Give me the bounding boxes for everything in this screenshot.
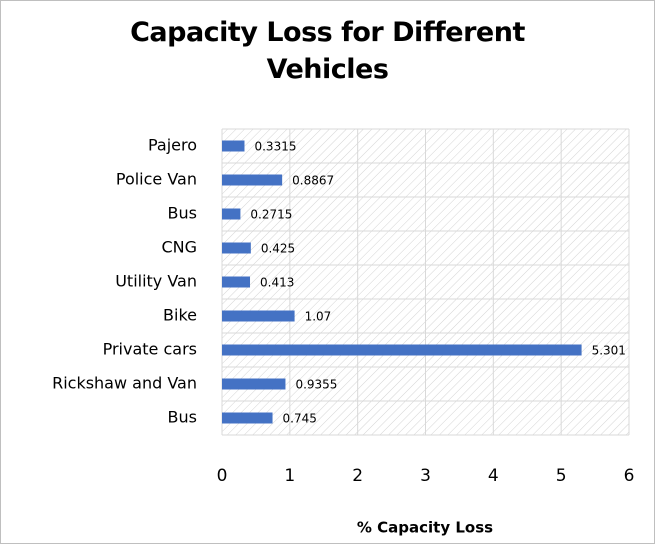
bar — [222, 412, 273, 424]
bar — [222, 174, 283, 186]
bar — [222, 276, 251, 288]
x-tick-label: 1 — [284, 466, 295, 486]
y-tick-label: Bus — [168, 408, 197, 427]
data-label: 0.413 — [260, 276, 294, 290]
y-tick-label: Police Van — [116, 170, 197, 189]
bar — [222, 378, 286, 390]
chart-title: Capacity Loss for Different Vehicles — [130, 17, 525, 85]
data-label: 5.301 — [592, 344, 626, 358]
bar — [222, 208, 241, 220]
y-tick-label: CNG — [161, 238, 197, 257]
x-tick-label: 3 — [420, 466, 431, 486]
x-tick-label: 6 — [624, 466, 635, 486]
x-tick-label: 5 — [556, 466, 567, 486]
data-label: 0.425 — [261, 242, 295, 256]
data-label: 0.8867 — [292, 174, 334, 188]
data-label: 1.07 — [305, 310, 332, 324]
y-tick-label: Bike — [163, 306, 197, 325]
y-tick-label: Private cars — [103, 340, 197, 359]
x-tick-label: 4 — [488, 466, 499, 486]
x-tick-label: 2 — [352, 466, 363, 486]
bar — [222, 242, 251, 254]
x-axis-title: % Capacity Loss — [357, 519, 493, 537]
x-tick-label: 0 — [217, 466, 228, 486]
bar — [222, 344, 582, 356]
y-tick-label: Bus — [168, 204, 197, 223]
data-label: 0.2715 — [250, 208, 292, 222]
y-tick-label: Pajero — [148, 136, 197, 155]
bar — [222, 140, 245, 152]
y-tick-label: Utility Van — [115, 272, 197, 291]
data-label: 0.3315 — [254, 140, 296, 154]
data-label: 0.9355 — [295, 378, 337, 392]
y-tick-label: Rickshaw and Van — [52, 374, 197, 393]
bar — [222, 310, 295, 322]
data-label: 0.745 — [283, 412, 317, 426]
